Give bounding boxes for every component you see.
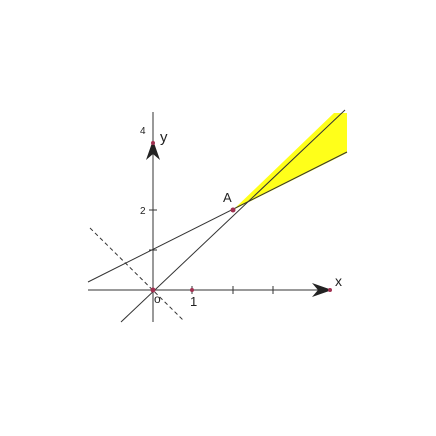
point-label: A — [223, 190, 232, 205]
line-y-equals-x — [120, 109, 346, 323]
origin-label: o — [154, 292, 161, 306]
point-4 — [151, 141, 155, 145]
point-a — [230, 207, 236, 213]
point-1 — [190, 288, 194, 292]
x-end-point — [328, 288, 332, 292]
line-half-x-plus-1 — [87, 151, 348, 283]
y-tick-label: 4 — [140, 126, 146, 137]
y-axis-arrow — [146, 140, 160, 160]
y-tick-label: 2 — [140, 206, 146, 217]
x-axis-label: x — [335, 273, 342, 289]
dashed-line — [89, 227, 184, 321]
y-axis-label: y — [160, 129, 168, 146]
origin-point — [150, 287, 156, 293]
x-axis-arrow — [312, 283, 332, 297]
x-tick-label: 1 — [190, 294, 197, 309]
